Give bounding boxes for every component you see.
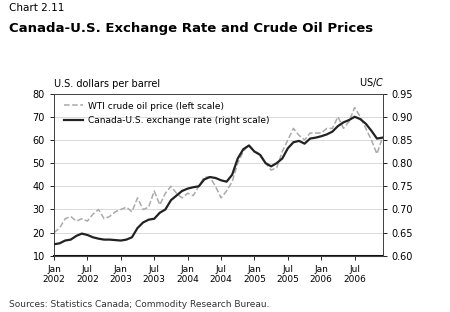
Text: Sources: Statistics Canada; Commodity Research Bureau.: Sources: Statistics Canada; Commodity Re…	[9, 300, 270, 309]
Text: Canada-U.S. Exchange Rate and Crude Oil Prices: Canada-U.S. Exchange Rate and Crude Oil …	[9, 22, 373, 35]
Text: U.S. dollars per barrel: U.S. dollars per barrel	[54, 79, 160, 89]
Text: Chart 2.11: Chart 2.11	[9, 3, 64, 13]
Legend: WTI crude oil price (left scale), Canada-U.S. exchange rate (right scale): WTI crude oil price (left scale), Canada…	[62, 100, 271, 127]
Text: US$/C$: US$/C$	[360, 76, 385, 89]
